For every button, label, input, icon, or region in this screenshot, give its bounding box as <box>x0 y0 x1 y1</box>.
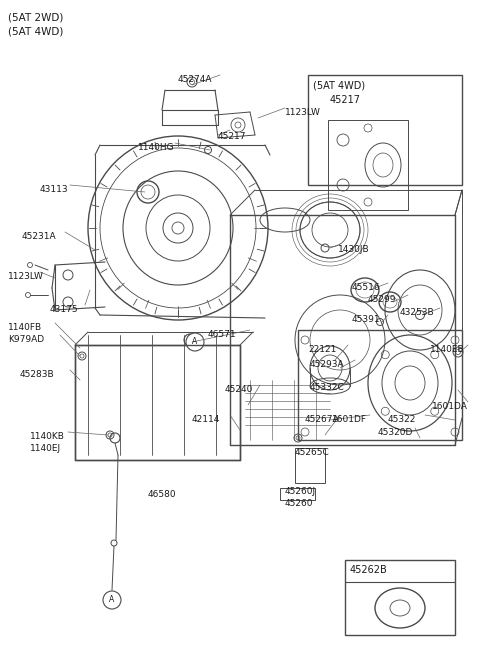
Text: 45391: 45391 <box>352 315 381 324</box>
Text: 45332C: 45332C <box>310 383 345 392</box>
Text: 43113: 43113 <box>40 185 69 194</box>
Bar <box>298 330 462 440</box>
Text: 45260: 45260 <box>285 499 313 508</box>
Text: K979AD: K979AD <box>8 335 44 344</box>
Text: 45320D: 45320D <box>378 428 413 437</box>
Text: 1140HG: 1140HG <box>138 143 175 152</box>
Text: 1430JB: 1430JB <box>338 245 370 254</box>
Text: 1140KB: 1140KB <box>30 432 65 441</box>
Bar <box>308 75 462 185</box>
Bar <box>295 448 325 483</box>
Text: 1140EJ: 1140EJ <box>30 444 61 453</box>
Text: 43253B: 43253B <box>400 308 434 317</box>
Text: 45267A: 45267A <box>305 415 340 424</box>
Text: 45231A: 45231A <box>22 232 57 241</box>
Text: 1601DA: 1601DA <box>432 402 468 411</box>
Text: 46580: 46580 <box>148 490 177 499</box>
Text: A: A <box>109 596 115 605</box>
Text: (5AT 2WD): (5AT 2WD) <box>8 12 63 22</box>
Text: A: A <box>192 338 198 347</box>
Text: 45283B: 45283B <box>20 370 55 379</box>
Text: 43175: 43175 <box>50 305 79 314</box>
Text: 42114: 42114 <box>192 415 220 424</box>
Text: 45217: 45217 <box>218 132 247 141</box>
Text: 45299: 45299 <box>368 295 396 304</box>
Text: 1123LW: 1123LW <box>8 272 44 281</box>
Text: 1601DF: 1601DF <box>332 415 367 424</box>
Text: 45293A: 45293A <box>310 360 345 369</box>
Text: 45265C: 45265C <box>295 448 330 457</box>
Bar <box>75 345 240 460</box>
Circle shape <box>186 333 204 351</box>
Text: 45516: 45516 <box>352 283 381 292</box>
Bar <box>345 560 455 635</box>
Text: 45260J: 45260J <box>285 487 316 496</box>
Text: 45217: 45217 <box>330 95 361 105</box>
Text: 1140EB: 1140EB <box>430 345 465 354</box>
Text: 22121: 22121 <box>308 345 336 354</box>
Text: 1140FB: 1140FB <box>8 323 42 332</box>
Text: (5AT 4WD): (5AT 4WD) <box>8 26 63 36</box>
Text: 46571: 46571 <box>208 330 237 339</box>
Text: 45322: 45322 <box>388 415 416 424</box>
Bar <box>328 120 408 210</box>
Bar <box>280 488 315 500</box>
Text: 1123LW: 1123LW <box>285 108 321 117</box>
Text: 45262B: 45262B <box>350 565 388 575</box>
Text: (5AT 4WD): (5AT 4WD) <box>313 80 365 90</box>
Text: 45274A: 45274A <box>178 75 212 84</box>
Text: 45240: 45240 <box>225 385 253 394</box>
Circle shape <box>103 591 121 609</box>
